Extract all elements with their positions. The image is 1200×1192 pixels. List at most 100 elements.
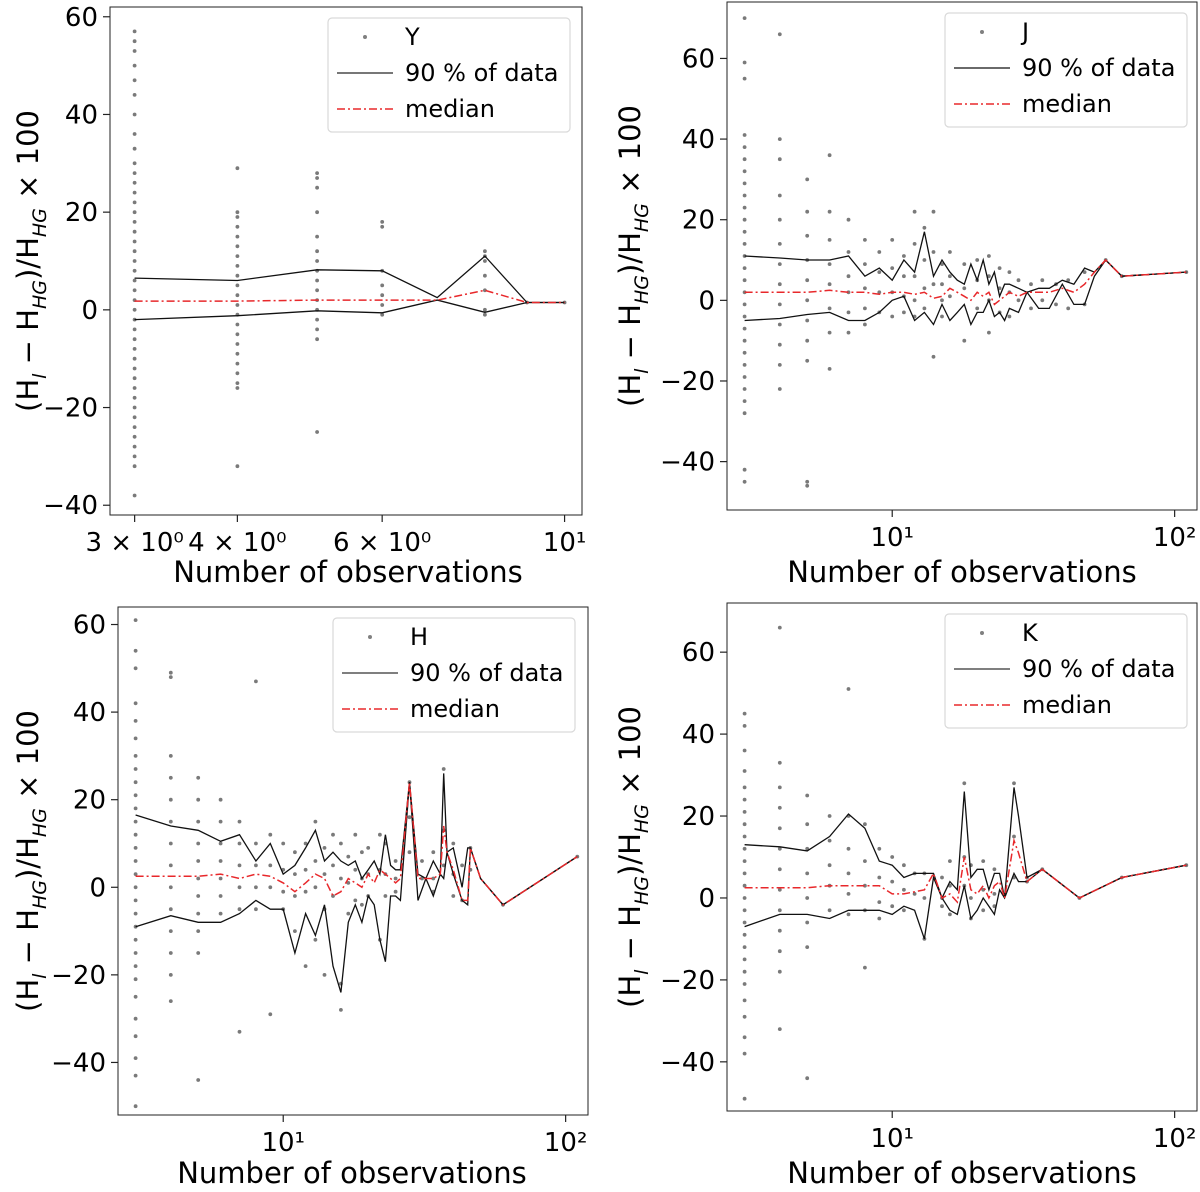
scatter-point: [132, 288, 137, 293]
scatter-point: [1066, 278, 1071, 283]
scatter-point: [902, 310, 906, 315]
scatter-point: [1066, 306, 1071, 311]
scatter-point: [922, 286, 927, 291]
scatter-point: [777, 625, 782, 630]
scatter-points: [133, 618, 580, 1109]
scatter-point: [235, 215, 240, 219]
band-lower-line: [744, 864, 1187, 940]
scatter-point: [742, 242, 747, 246]
legend: J 90 % of data median: [944, 12, 1188, 128]
scatter-point: [827, 306, 832, 311]
scatter-point: [196, 797, 201, 802]
scatter-point: [483, 259, 487, 263]
x-tick-label: 6 × 10⁰: [333, 528, 431, 558]
scatter-point: [132, 386, 137, 390]
scatter-point: [997, 266, 1002, 270]
legend-band-label: 90 % of data: [1022, 54, 1175, 82]
scatter-point: [805, 896, 810, 900]
scatter-point: [235, 464, 240, 469]
y-tick-label: −20: [660, 966, 715, 996]
legend: Y 90 % of data median: [327, 17, 571, 133]
legend-median-label: median: [1022, 90, 1112, 118]
scatter-point: [827, 330, 832, 335]
scatter-point: [877, 270, 882, 274]
scatter-point: [1029, 306, 1033, 311]
scatter-point: [777, 217, 782, 222]
scatter-point: [962, 262, 967, 266]
scatter-point: [315, 317, 319, 322]
scatter-point: [353, 867, 358, 872]
y-tick-label: 40: [682, 720, 715, 750]
scatter-point: [132, 63, 137, 68]
scatter-point: [132, 220, 137, 224]
scatter-point: [742, 957, 747, 962]
scatter-point: [846, 687, 851, 691]
scatter-point: [303, 889, 308, 894]
scatter-point: [931, 209, 936, 214]
scatter-point: [777, 805, 782, 810]
scatter-point: [132, 161, 137, 166]
scatter-point: [132, 190, 137, 195]
scatter-point: [293, 929, 297, 933]
scatter-point: [827, 209, 832, 214]
scatter-point: [742, 479, 747, 484]
band-upper-line: [134, 255, 565, 304]
scatter-point: [827, 238, 832, 242]
scatter-point: [315, 171, 319, 176]
scatter-point: [912, 242, 917, 246]
scatter-point: [948, 859, 952, 863]
scatter-point: [777, 157, 782, 162]
scatter-point: [315, 327, 319, 332]
scatter-point: [742, 785, 747, 790]
scatter-point: [483, 307, 487, 312]
scatter-point: [863, 306, 867, 311]
scatter-point: [742, 797, 747, 802]
scatter-point: [962, 781, 967, 786]
legend-box: [327, 17, 571, 133]
scatter-point: [315, 288, 319, 293]
scatter-point: [940, 904, 944, 909]
plot-frame: [726, 1, 1198, 511]
scatter-point: [1012, 781, 1016, 786]
scatter-point: [827, 262, 832, 266]
scatter-point: [380, 293, 385, 298]
y-tick-label: −40: [43, 491, 98, 521]
scatter-point: [742, 60, 747, 65]
scatter-point: [1016, 298, 1021, 303]
scatter-point: [133, 937, 138, 942]
scatter-point: [742, 16, 747, 20]
scatter-point: [431, 850, 436, 855]
legend-box: [944, 613, 1188, 729]
scatter-point: [742, 846, 747, 851]
scatter-points: [132, 29, 567, 498]
y-tick-label: −40: [660, 448, 715, 478]
scatter-point: [237, 841, 242, 846]
scatter-point: [877, 846, 882, 851]
panel-k: −40 −20 0 20 40 60 10¹ 10² Number of observati…: [613, 602, 1198, 1190]
scatter-point: [877, 875, 882, 880]
scatter-point: [353, 898, 358, 903]
scatter-point: [742, 822, 747, 827]
scatter-point: [380, 283, 385, 288]
scatter-point: [315, 249, 319, 254]
scatter-point: [196, 929, 201, 933]
scatter-point: [132, 78, 137, 83]
scatter-point: [313, 937, 318, 942]
scatter-point: [742, 932, 747, 937]
scatter-point: [254, 885, 258, 890]
scatter-point: [1012, 834, 1016, 839]
scatter-point: [218, 841, 223, 846]
scatter-point: [969, 896, 973, 900]
scatter-point: [483, 249, 487, 254]
scatter-point: [132, 395, 137, 400]
scatter-point: [931, 282, 936, 287]
scatter-point: [235, 342, 240, 346]
scatter-point: [132, 327, 137, 332]
scatter-point: [890, 266, 895, 270]
x-tick-label: 10¹: [261, 1128, 305, 1158]
plot-frame: [726, 602, 1198, 1112]
scatter-point: [922, 896, 927, 900]
x-tick-label: 10¹: [870, 523, 914, 553]
scatter-point: [742, 908, 747, 913]
scatter-point: [168, 951, 173, 955]
